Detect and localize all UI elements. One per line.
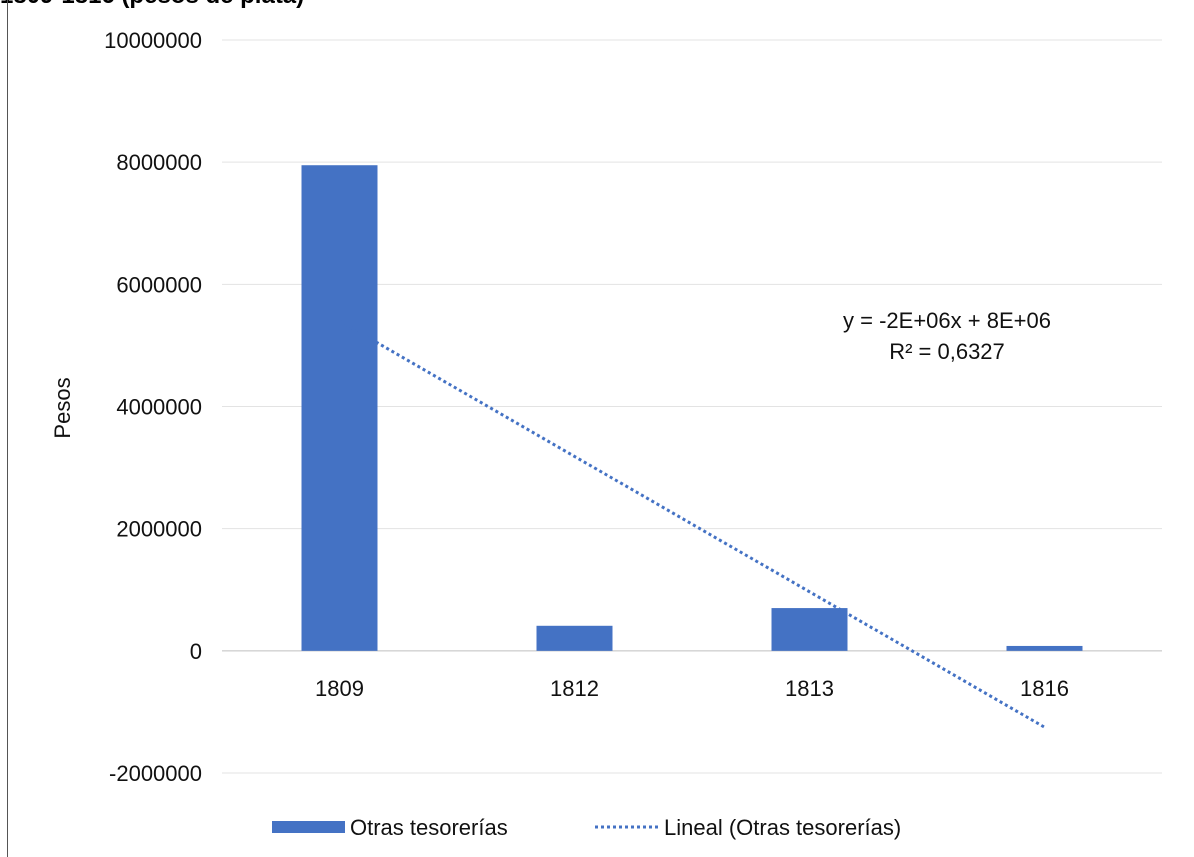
bar xyxy=(301,165,378,651)
y-tick-label: 0 xyxy=(190,639,202,664)
x-tick-label: 1812 xyxy=(550,676,599,701)
x-tick-label: 1809 xyxy=(315,676,364,701)
x-tick-label: 1816 xyxy=(1020,676,1069,701)
y-tick-label: 4000000 xyxy=(116,395,202,420)
legend-swatch-bars xyxy=(272,821,345,833)
gridlines xyxy=(222,39,1162,774)
bar xyxy=(771,608,848,651)
chart-title: 1809-1816 (pesos de plata) xyxy=(0,0,304,10)
trendline-equation: y = -2E+06x + 8E+06 R² = 0,6327 xyxy=(843,308,1051,364)
y-tick-label: 6000000 xyxy=(116,272,202,297)
chart-left-border xyxy=(7,0,8,857)
trendline-r-squared: R² = 0,6327 xyxy=(889,339,1005,364)
bar xyxy=(1006,645,1083,651)
legend-label-bars: Otras tesorerías xyxy=(350,815,508,840)
y-tick-label: 2000000 xyxy=(116,517,202,542)
trendline-path xyxy=(338,319,1046,729)
bar xyxy=(536,625,613,651)
y-axis-ticks: 10000000 8000000 6000000 4000000 2000000 0 -20… xyxy=(104,28,202,786)
trendline xyxy=(338,319,1046,729)
x-tick-label: 1813 xyxy=(785,676,834,701)
x-axis-ticks: 1809 1812 1813 1816 xyxy=(315,676,1069,701)
bars xyxy=(301,165,1083,651)
y-tick-label: 10000000 xyxy=(104,28,202,53)
y-tick-label: 8000000 xyxy=(116,150,202,175)
legend: Otras tesorerías Lineal (Otras tesorería… xyxy=(272,815,901,840)
trendline-equation-text: y = -2E+06x + 8E+06 xyxy=(843,308,1051,333)
y-tick-label: -2000000 xyxy=(109,761,202,786)
legend-label-trendline: Lineal (Otras tesorerías) xyxy=(664,815,901,840)
y-axis-label: Pesos xyxy=(50,377,75,438)
